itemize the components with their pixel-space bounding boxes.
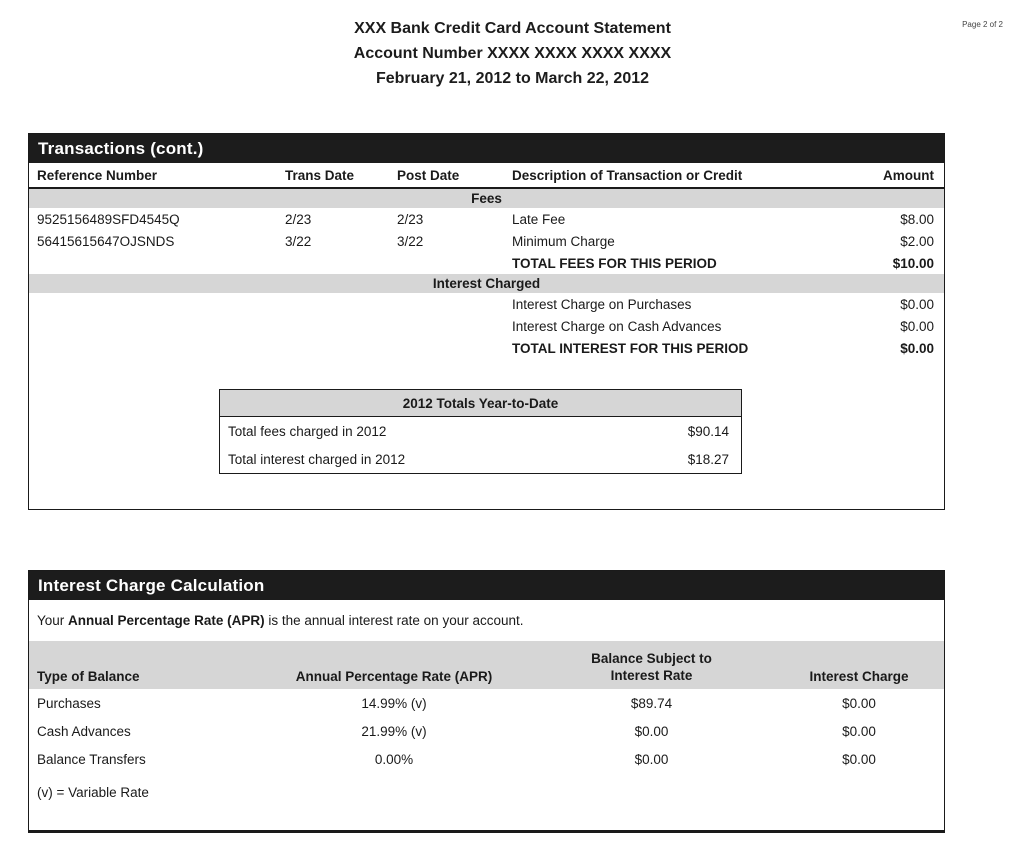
reference-number: 9525156489SFD4545Q [37,211,180,227]
variable-rate-footnote: (v) = Variable Rate [37,785,149,800]
col-amount: Amount [883,167,934,183]
apr-intro-line: Your Annual Percentage Rate (APR) is the… [37,613,944,631]
col-post-date: Post Date [397,167,460,183]
description: Interest Charge on Purchases [512,296,692,312]
interest-charge-value: $0.00 [842,723,876,739]
table-row: Total fees charged in 2012 $90.14 [220,417,741,445]
post-date: 3/22 [397,233,424,249]
apr-value: 21.99% (v) [361,723,427,739]
transactions-section-title: Transactions (cont.) [29,134,944,163]
interest-charge-value: $0.00 [842,751,876,767]
ytd-totals-table: 2012 Totals Year-to-Date Total fees char… [219,389,742,474]
fees-group-band: Fees [29,189,944,208]
description: Interest Charge on Cash Advances [512,318,722,334]
col-description: Description of Transaction or Credit [512,167,743,183]
total-fees-label: TOTAL FEES FOR THIS PERIOD [512,255,717,271]
amount: $2.00 [900,233,934,249]
reference-number: 56415615647OJSNDS [37,233,175,249]
amount: $0.00 [900,318,934,334]
page-indicator: Page 2 of 2 [962,20,1003,29]
total-fees-amount: $10.00 [892,255,934,271]
statement-header: XXX Bank Credit Card Account Statement A… [0,0,1025,91]
trans-date: 2/23 [285,211,312,227]
col-balance-subject: Balance Subject to Interest Rate [591,651,712,683]
interest-charged-group-band: Interest Charged [29,274,944,293]
total-interest-row: TOTAL INTEREST FOR THIS PERIOD $0.00 [29,337,944,359]
interest-calc-column-header-row: Type of Balance Annual Percentage Rate (… [29,641,944,689]
transactions-section: Transactions (cont.) Reference Number Tr… [28,133,945,510]
interest-charge-calculation-section: Interest Charge Calculation Your Annual … [28,570,945,833]
table-row: Cash Advances 21.99% (v) $0.00 $0.00 [29,717,944,745]
col-trans-date: Trans Date [285,167,355,183]
intro-prefix: Your [37,613,69,628]
ytd-amount: $18.27 [687,451,729,467]
interest-calc-section-title: Interest Charge Calculation [29,571,944,600]
statement-title: XXX Bank Credit Card Account Statement [354,20,671,37]
table-row: Interest Charge on Cash Advances $0.00 [29,315,944,337]
ytd-label: Total interest charged in 2012 [228,451,406,467]
balance-type: Purchases [37,695,101,711]
total-interest-amount: $0.00 [900,340,934,356]
account-number-line: Account Number XXXX XXXX XXXX XXXX [353,45,672,62]
col-interest-charge: Interest Charge [809,669,909,684]
post-date: 2/23 [397,211,424,227]
description: Late Fee [512,211,566,227]
total-fees-row: TOTAL FEES FOR THIS PERIOD $10.00 [29,252,944,274]
col-apr: Annual Percentage Rate (APR) [295,669,493,684]
apr-value: 0.00% [374,751,414,767]
col-type-of-balance: Type of Balance [37,669,140,684]
table-row: Total interest charged in 2012 $18.27 [220,445,741,473]
balance-subject-value: $0.00 [634,723,669,739]
col-reference-number: Reference Number [37,167,158,183]
transactions-column-header-row: Reference Number Trans Date Post Date De… [29,163,944,189]
intro-apr-term: Annual Percentage Rate (APR) [68,613,265,628]
ytd-amount: $90.14 [687,423,729,439]
interest-charge-value: $0.00 [842,695,876,711]
ytd-label: Total fees charged in 2012 [228,423,387,439]
table-row: Interest Charge on Purchases $0.00 [29,293,944,315]
amount: $8.00 [900,211,934,227]
balance-subject-value: $0.00 [634,751,669,767]
table-row: Balance Transfers 0.00% $0.00 $0.00 [29,745,944,773]
ytd-table-title: 2012 Totals Year-to-Date [220,390,741,417]
amount: $0.00 [900,296,934,312]
apr-value: 14.99% (v) [361,695,427,711]
balance-type: Balance Transfers [37,751,146,767]
description: Minimum Charge [512,233,615,249]
trans-date: 3/22 [285,233,312,249]
table-row: 9525156489SFD4545Q 2/23 2/23 Late Fee $8… [29,208,944,230]
intro-suffix: is the annual interest rate on your acco… [264,613,524,628]
balance-type: Cash Advances [37,723,131,739]
table-row: Purchases 14.99% (v) $89.74 $0.00 [29,689,944,717]
table-row: 56415615647OJSNDS 3/22 3/22 Minimum Char… [29,230,944,252]
balance-subject-value: $89.74 [630,695,673,711]
statement-period: February 21, 2012 to March 22, 2012 [375,70,650,87]
total-interest-label: TOTAL INTEREST FOR THIS PERIOD [512,340,749,356]
